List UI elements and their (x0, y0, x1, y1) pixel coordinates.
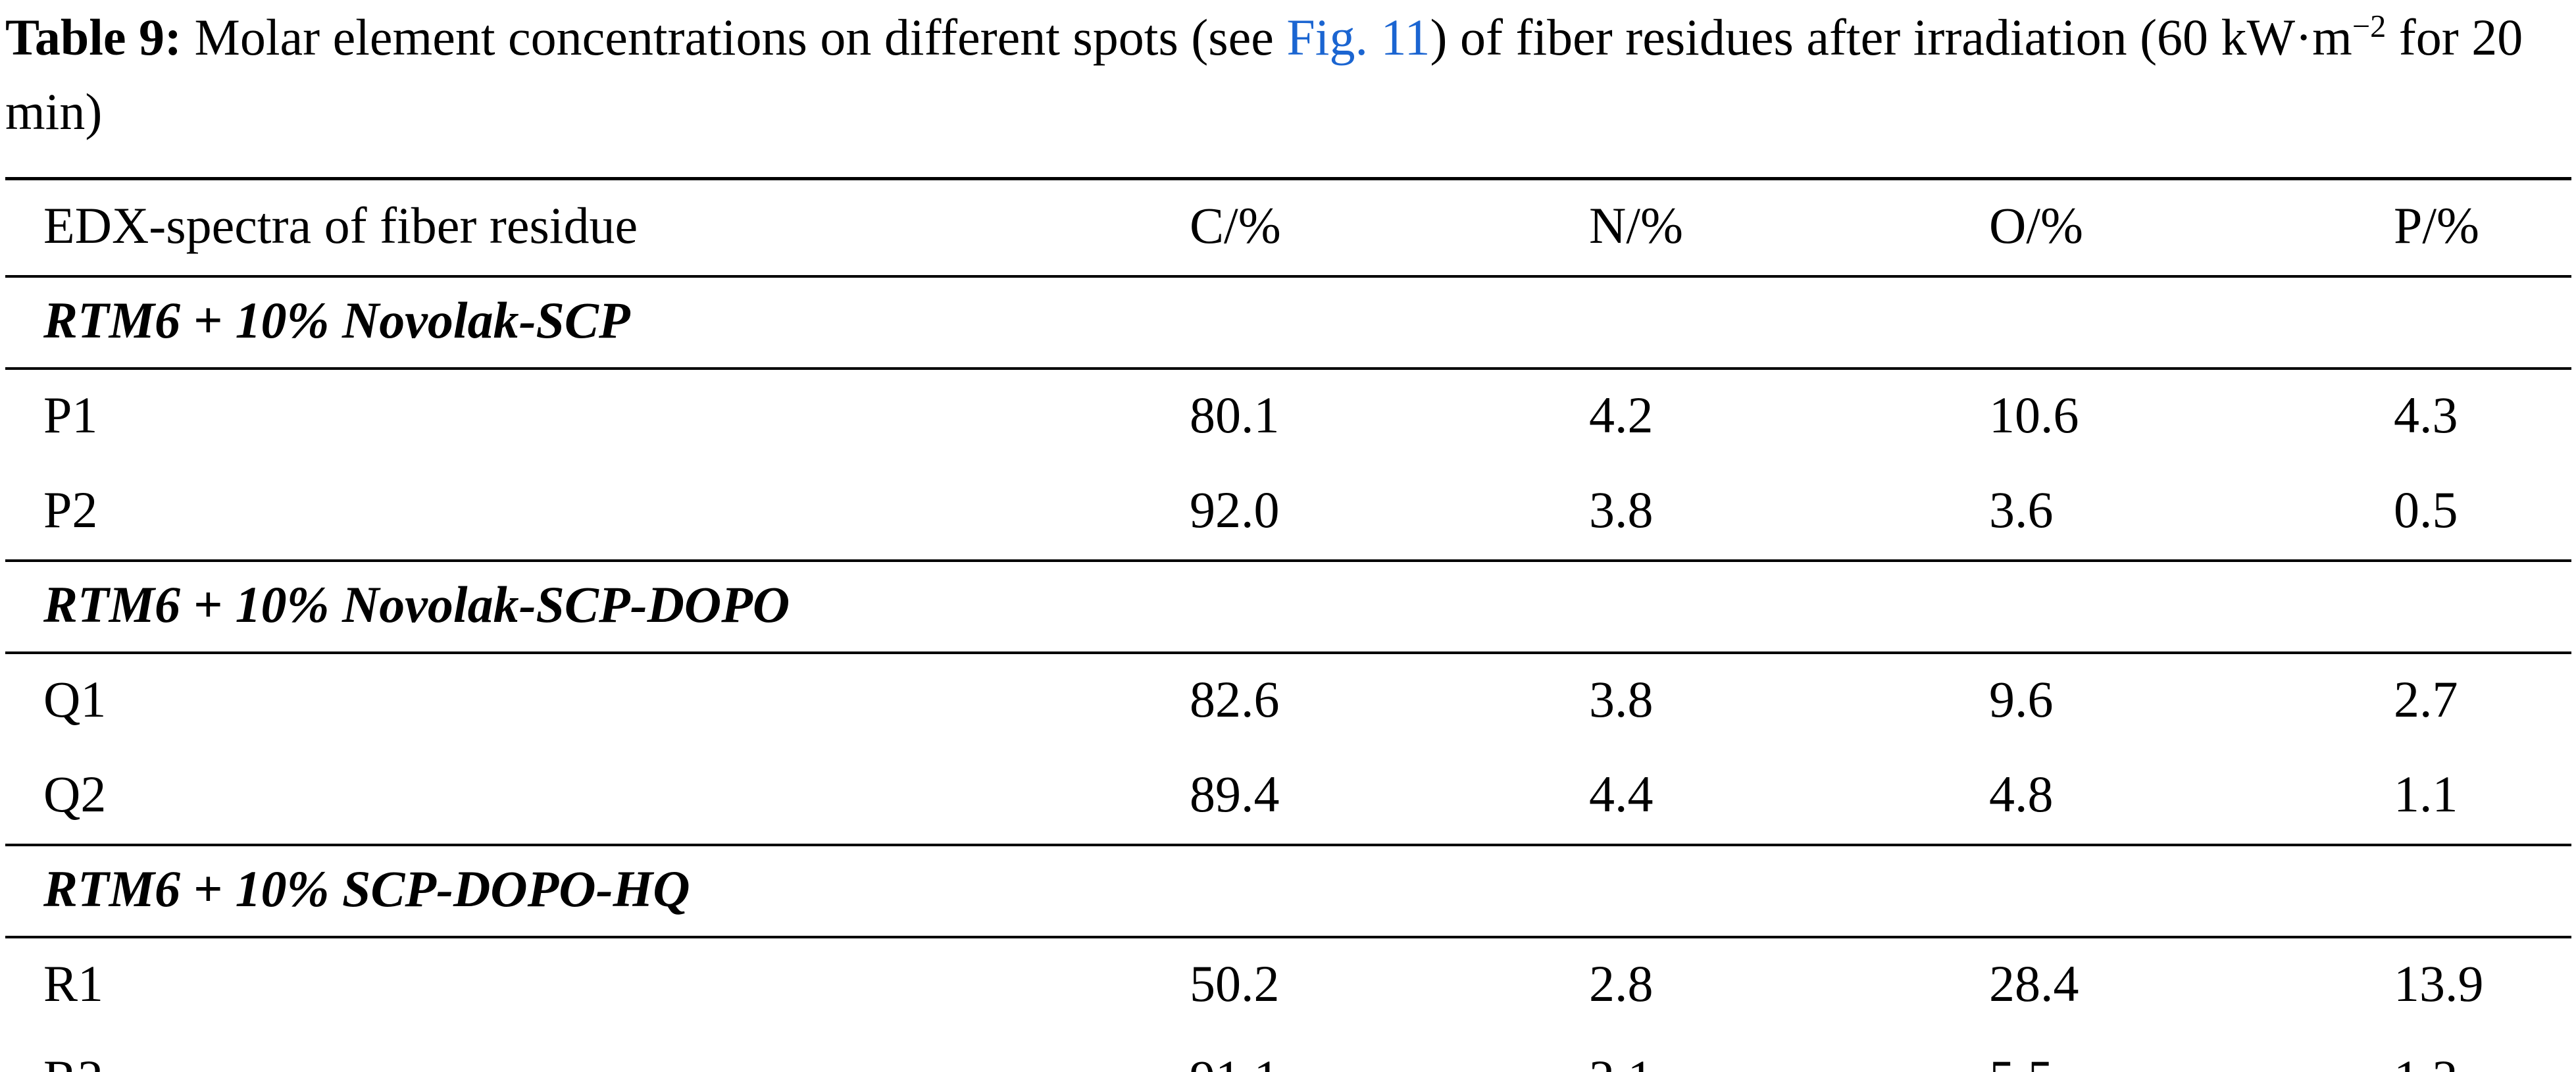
cell-c: 91.1 (1190, 1033, 1589, 1072)
cell-p: 4.3 (2394, 386, 2458, 444)
cell-c: 82.6 (1190, 671, 1280, 728)
cell-n: 4.4 (1589, 749, 1989, 846)
group-header-label: RTM6 + 10% SCP-DOPO-HQ (5, 845, 2571, 938)
cell-p: 13.9 (2394, 955, 2484, 1012)
caption-text-1: Molar element concentrations on differen… (182, 9, 1287, 66)
table-row: P1 80.1 4.2 10.6 4.3 (5, 369, 2571, 465)
row-label: Q1 (43, 671, 107, 728)
column-header-n: N/% (1589, 178, 1989, 278)
column-header-spectra: EDX-spectra of fiber residue (5, 178, 1190, 278)
row-label: R2 (5, 1033, 1190, 1072)
row-label: P1 (43, 386, 98, 444)
cell-p: 0.5 (2394, 465, 2571, 562)
table-row: P2 92.0 3.8 3.6 0.5 (5, 465, 2571, 562)
group-header-row: RTM6 + 10% Novolak-SCP (5, 276, 2571, 370)
cell-n: 3.8 (1589, 465, 1989, 562)
figure-11-link[interactable]: Fig. 11 (1286, 9, 1430, 66)
group-header-row: RTM6 + 10% Novolak-SCP-DOPO (5, 561, 2571, 654)
cell-p: 2.7 (2394, 671, 2458, 728)
row-label: Q2 (5, 749, 1190, 846)
row-label: P2 (5, 465, 1190, 562)
caption-superscript: −2 (2352, 9, 2387, 45)
column-header-p: P/% (2394, 178, 2571, 278)
table-row: Q1 82.6 3.8 9.6 2.7 (5, 653, 2571, 749)
cell-n: 2.8 (1589, 955, 1654, 1012)
table-caption: Table 9: Molar element concentrations on… (5, 4, 2565, 145)
cell-c: 50.2 (1190, 955, 1280, 1012)
table-row: Q2 89.4 4.4 4.8 1.1 (5, 749, 2571, 846)
cell-p: 1.2 (2394, 1033, 2571, 1072)
cell-c: 89.4 (1190, 749, 1589, 846)
column-header-c: C/% (1190, 178, 1589, 278)
cell-c: 92.0 (1190, 465, 1589, 562)
cell-o: 5.5 (1989, 1033, 2394, 1072)
cell-o: 9.6 (1989, 671, 2054, 728)
edx-data-table: EDX-spectra of fiber residue C/% N/% O/%… (5, 177, 2571, 1072)
row-label: R1 (43, 955, 104, 1012)
group-header-label: RTM6 + 10% Novolak-SCP-DOPO (5, 561, 2571, 654)
table-row: R2 91.1 2.1 5.5 1.2 (5, 1033, 2571, 1072)
header-row: EDX-spectra of fiber residue C/% N/% O/%… (5, 178, 2571, 278)
cell-n: 2.1 (1589, 1033, 1989, 1072)
caption-text-3: for 20 min) (5, 9, 2523, 140)
column-header-o: O/% (1989, 178, 2394, 278)
cell-o: 10.6 (1989, 386, 2079, 444)
group-header-row: RTM6 + 10% SCP-DOPO-HQ (5, 845, 2571, 938)
cell-n: 4.2 (1589, 386, 1654, 444)
cell-o: 28.4 (1989, 955, 2079, 1012)
table-row: R1 50.2 2.8 28.4 13.9 (5, 937, 2571, 1033)
caption-text-2: ) of fiber residues after irradiation (6… (1430, 9, 2352, 66)
group-header-label: RTM6 + 10% Novolak-SCP (5, 276, 2571, 370)
cell-n: 3.8 (1589, 671, 1654, 728)
cell-c: 80.1 (1190, 386, 1280, 444)
cell-o: 3.6 (1989, 465, 2394, 562)
cell-p: 1.1 (2394, 749, 2571, 846)
cell-o: 4.8 (1989, 749, 2394, 846)
caption-label: Table 9: (5, 9, 182, 66)
